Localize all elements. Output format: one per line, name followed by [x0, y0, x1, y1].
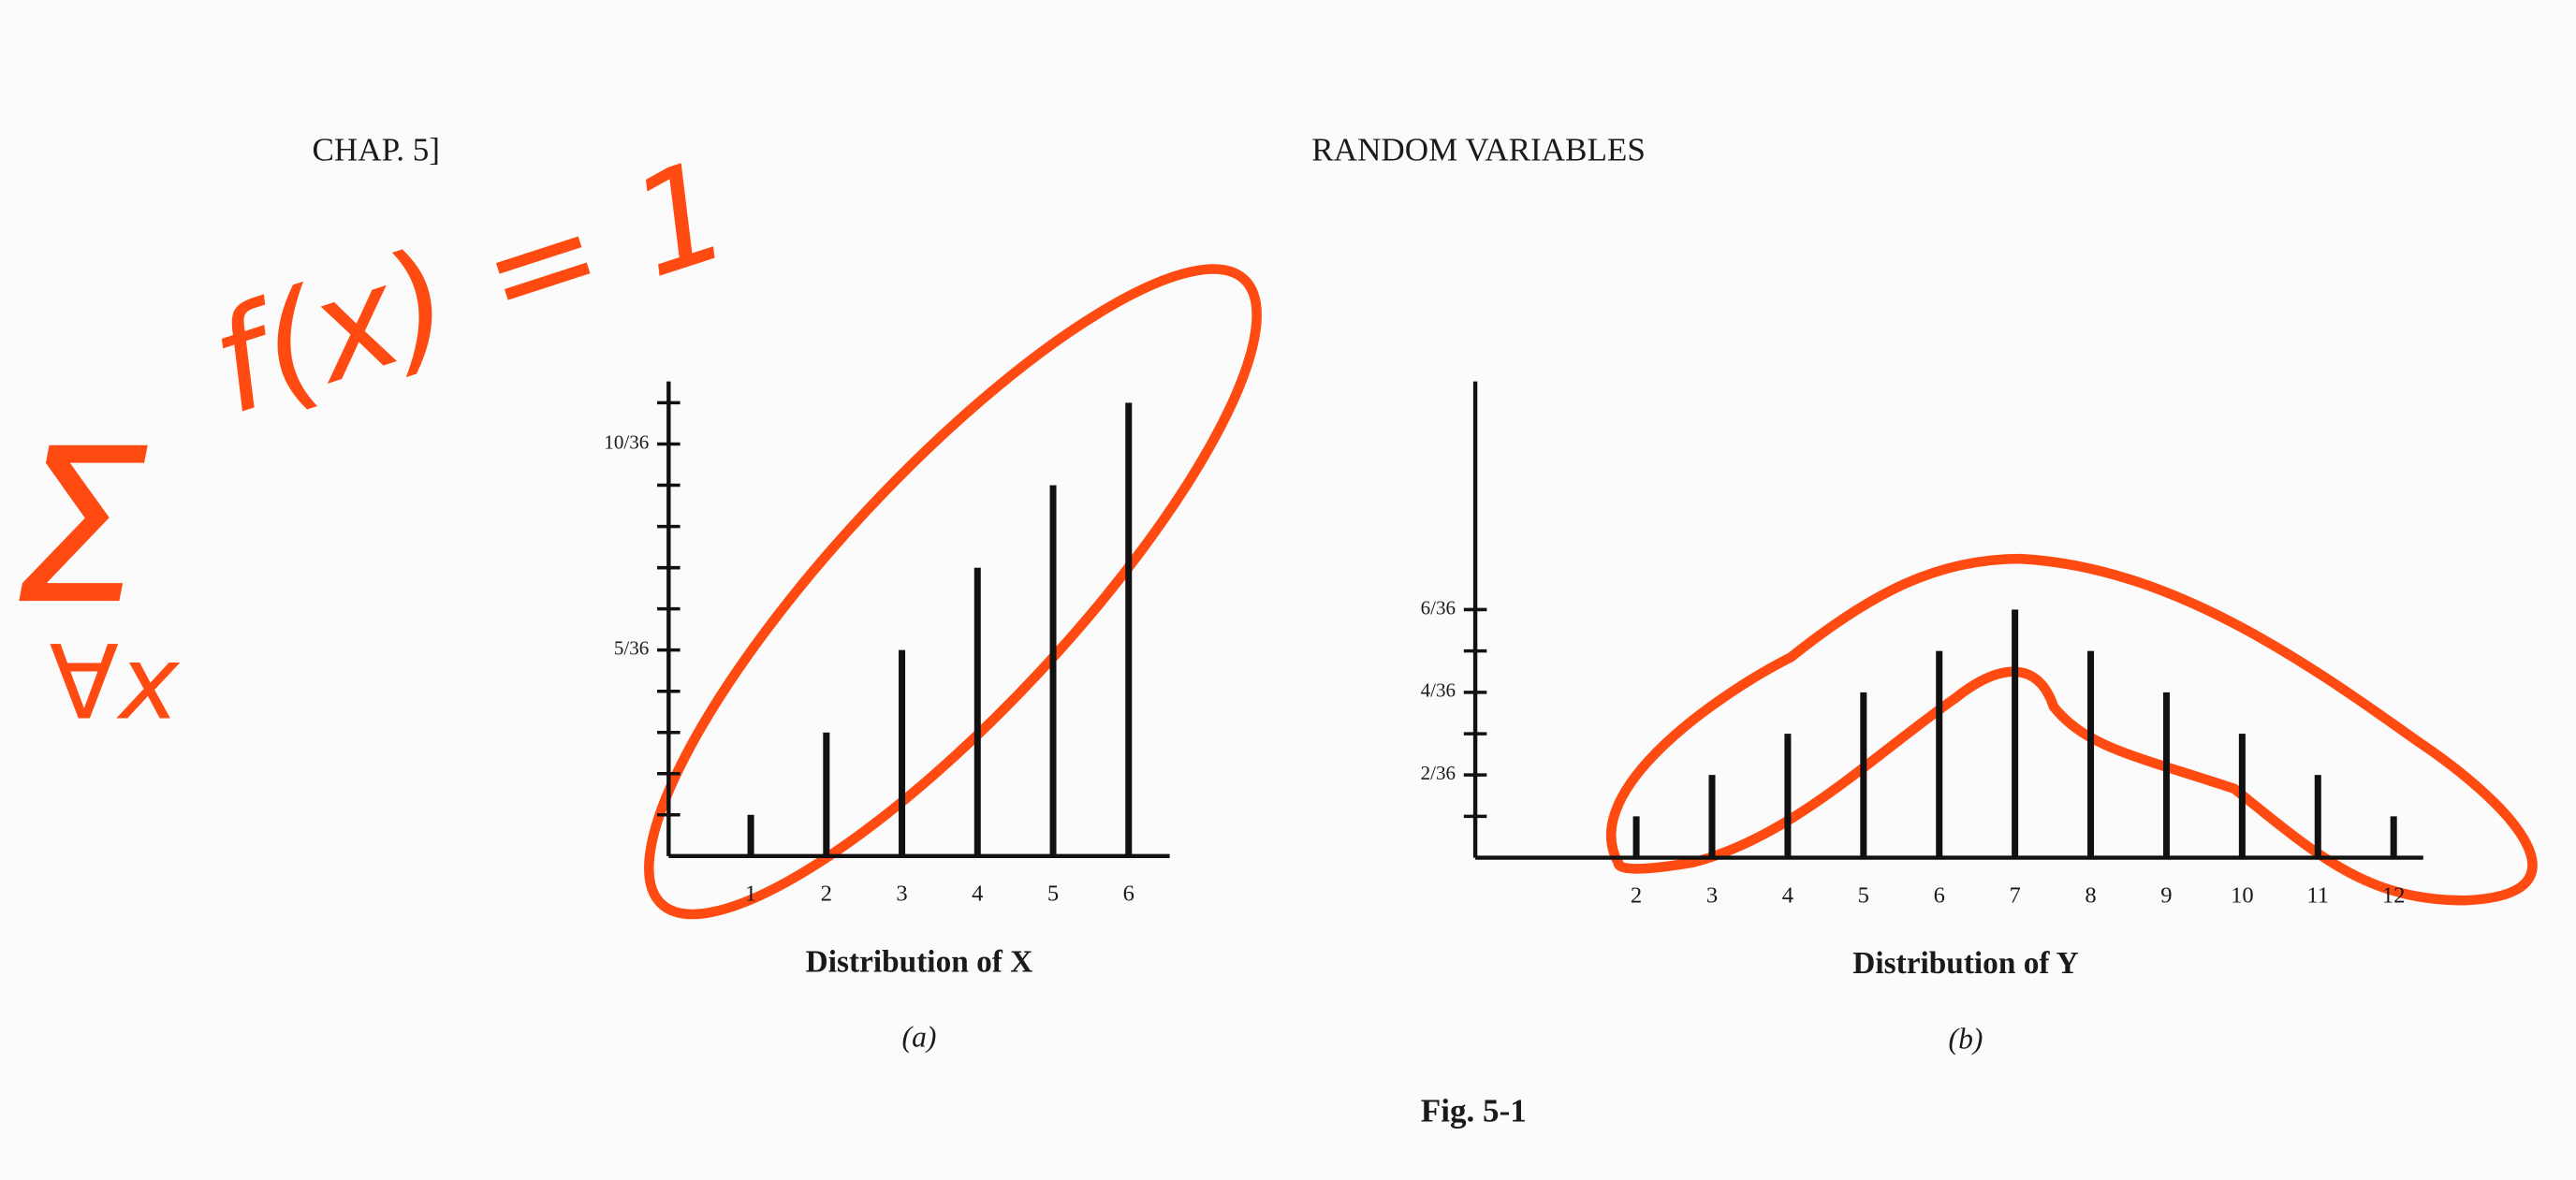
bar [747, 814, 754, 856]
x-tick-label: 6 [1934, 882, 1945, 908]
x-tick-label: 3 [896, 881, 907, 907]
bar [1125, 402, 1133, 856]
x-tick-label: 11 [2306, 882, 2329, 908]
bar [2238, 734, 2246, 858]
page-title: RANDOM VARIABLES [1311, 132, 1646, 168]
bar [2390, 816, 2397, 858]
handwritten-expression: f(x) = 1 [194, 129, 747, 445]
bar [1632, 816, 1640, 858]
x-tick-label: 7 [2009, 882, 2020, 908]
x-tick-label: 2 [821, 881, 832, 907]
chapter-label: CHAP. 5] [312, 132, 440, 168]
x-tick-label: 2 [1631, 882, 1642, 908]
x-tick-label: 1 [745, 881, 756, 907]
x-tick-label: 6 [1123, 881, 1134, 907]
x-tick-label: 5 [1047, 881, 1059, 907]
x-tick-label: 10 [2231, 882, 2254, 908]
bar [2314, 775, 2321, 858]
chart-caption: (a) [902, 1021, 937, 1054]
y-tick-label: 2/36 [1421, 762, 1456, 784]
bar [2087, 650, 2095, 858]
x-tick-label: 4 [1782, 882, 1793, 908]
x-tick-label: 12 [2382, 882, 2406, 908]
red-ellipse [644, 264, 1262, 920]
x-axis-label: Distribution of X [806, 944, 1033, 979]
x-tick-label: 5 [1858, 882, 1869, 908]
bar [1860, 692, 1867, 858]
bar [1708, 775, 1716, 858]
x-tick-label: 8 [2085, 882, 2096, 908]
red-loop [1606, 553, 2538, 906]
x-tick-label: 3 [1706, 882, 1718, 908]
bar [823, 732, 830, 856]
x-axis-label: Distribution of Y [1852, 946, 2078, 981]
y-tick-label: 5/36 [614, 636, 649, 659]
bar [2012, 609, 2019, 858]
handwritten-sum: Σ [13, 402, 148, 651]
y-tick-label: 4/36 [1421, 679, 1456, 702]
x-tick-label: 9 [2160, 882, 2172, 908]
handwritten-index: ∀x [50, 623, 181, 742]
bar [1784, 734, 1792, 858]
x-tick-label: 4 [972, 881, 983, 907]
y-tick-label: 10/36 [604, 430, 649, 453]
chart-caption: (b) [1949, 1022, 1983, 1055]
bar [1049, 485, 1057, 856]
y-tick-label: 6/36 [1421, 596, 1456, 619]
bar [899, 649, 906, 856]
bar [1936, 650, 1943, 858]
bar [973, 567, 981, 856]
figure-caption: Fig. 5-1 [1421, 1092, 1527, 1129]
bar [2162, 692, 2170, 858]
